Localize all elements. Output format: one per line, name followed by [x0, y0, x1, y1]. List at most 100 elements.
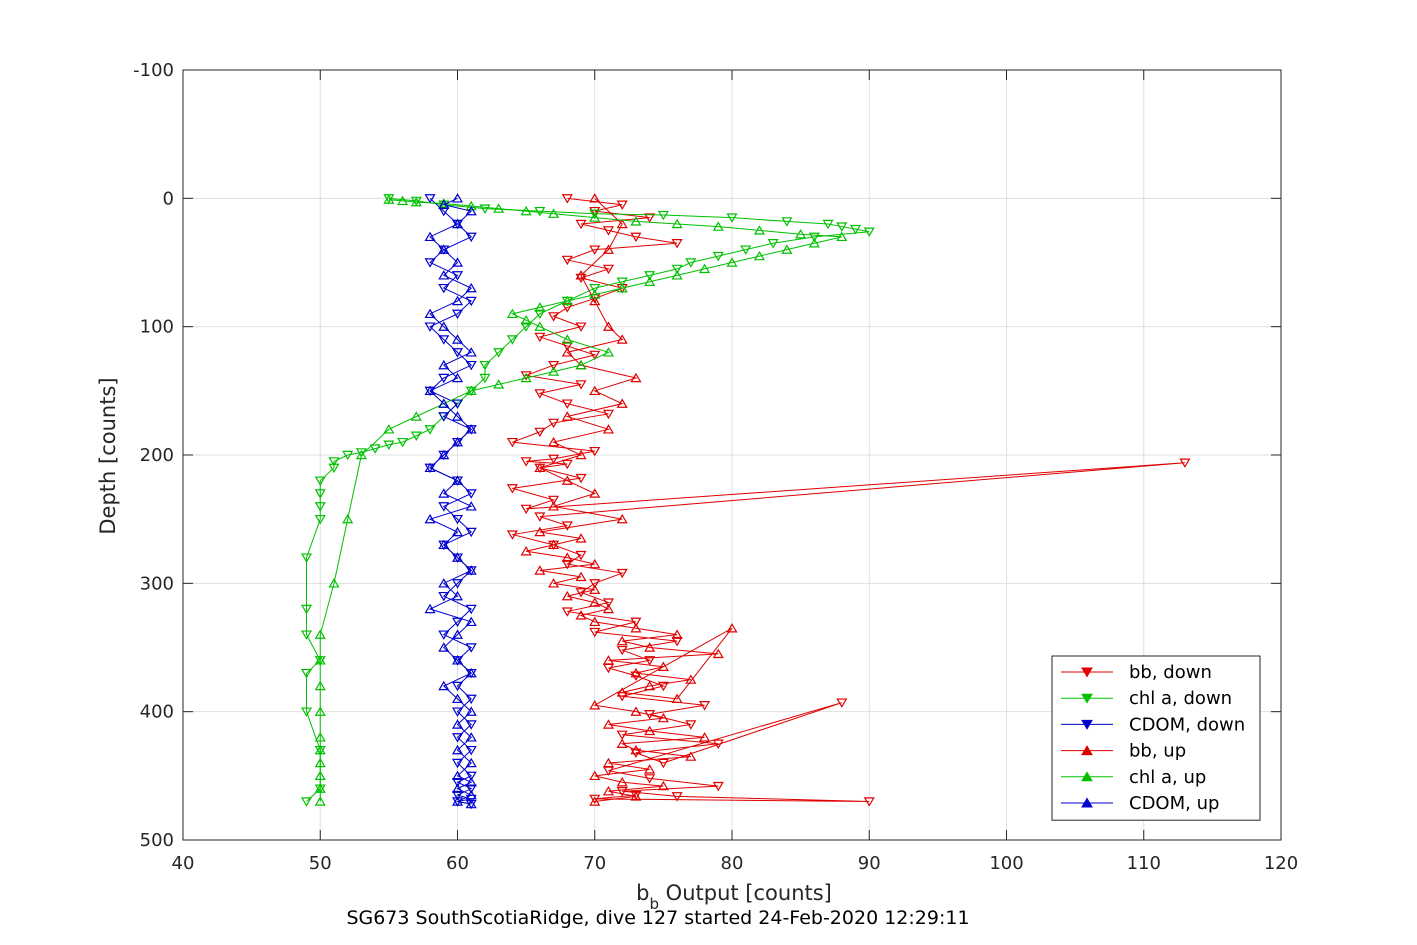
- data-point-triangle-up: [630, 706, 642, 716]
- data-point-triangle-down: [465, 784, 477, 794]
- data-point-triangle-up: [438, 270, 450, 280]
- data-point-triangle-down: [575, 219, 587, 230]
- x-tick-label: 40: [172, 853, 195, 874]
- data-point-triangle-down: [520, 504, 532, 515]
- data-point-triangle-down: [616, 568, 628, 579]
- data-point-triangle-down: [589, 579, 601, 589]
- data-point-triangle-up: [493, 379, 505, 389]
- data-point-triangle-up: [548, 578, 560, 588]
- data-point-triangle-down: [671, 239, 683, 249]
- data-point-triangle-up: [589, 385, 601, 396]
- data-point-triangle-down: [561, 303, 573, 313]
- legend-marker-triangle-down: [1081, 667, 1093, 678]
- data-point-triangle-up: [534, 565, 546, 575]
- legend-entry: CDOM, up: [1061, 793, 1219, 814]
- data-point-triangle-up: [314, 629, 326, 639]
- data-point-triangle-down: [589, 350, 601, 361]
- data-point-triangle-down: [451, 309, 464, 320]
- legend-marker-triangle-down: [1081, 719, 1093, 730]
- data-point-triangle-up: [589, 295, 601, 306]
- x-tick-label: 90: [858, 853, 881, 874]
- data-point-triangle-down: [616, 277, 628, 287]
- data-point-triangle-up: [602, 655, 615, 665]
- data-point-triangle-down: [575, 273, 587, 284]
- data-point-triangle-up: [438, 359, 450, 370]
- data-point-triangle-down: [589, 206, 601, 217]
- data-point-triangle-down: [657, 758, 669, 769]
- data-point-triangle-down: [534, 332, 546, 343]
- y-tick-label: 400: [140, 702, 174, 723]
- data-point-triangle-up: [616, 635, 628, 646]
- y-tick-label: 500: [140, 830, 174, 851]
- data-point-triangle-down: [300, 553, 313, 563]
- legend-entry: chl a, up: [1061, 767, 1206, 788]
- data-point-triangle-up: [424, 385, 436, 396]
- data-point-triangle-up: [534, 321, 546, 331]
- data-point-triangle-up: [644, 276, 656, 286]
- data-point-triangle-down: [548, 454, 560, 465]
- data-point-triangle-down: [424, 194, 436, 204]
- series-line: [526, 197, 733, 802]
- data-point-triangle-down: [657, 681, 669, 692]
- data-point-triangle-down: [644, 213, 656, 223]
- data-point-triangle-up: [465, 200, 477, 211]
- data-point-triangle-up: [451, 526, 464, 537]
- data-point-triangle-up: [753, 250, 765, 261]
- data-point-triangle-up: [465, 347, 477, 357]
- data-point-triangle-down: [726, 213, 738, 223]
- data-point-triangle-up: [575, 533, 587, 543]
- data-point-triangle-down: [451, 617, 464, 628]
- data-point-triangle-up: [451, 770, 464, 781]
- data-point-triangle-up: [438, 539, 450, 550]
- data-point-triangle-up: [465, 706, 477, 716]
- data-point-triangle-up: [451, 436, 464, 447]
- data-point-triangle-up: [561, 475, 573, 485]
- data-point-triangle-down: [671, 264, 683, 275]
- data-point-triangle-down: [575, 380, 587, 390]
- data-point-triangle-up: [602, 424, 615, 434]
- data-point-triangle-down: [589, 283, 601, 294]
- data-point-triangle-down: [506, 437, 518, 448]
- data-point-triangle-down: [438, 502, 450, 512]
- data-point-triangle-down: [479, 373, 491, 384]
- legend-entry: bb, up: [1061, 741, 1186, 762]
- data-point-triangle-up: [616, 687, 628, 697]
- data-point-triangle-up: [465, 616, 477, 627]
- data-point-triangle-down: [561, 255, 573, 266]
- data-point-triangle-up: [424, 513, 436, 524]
- data-point-triangle-up: [575, 610, 587, 620]
- data-point-triangle-down: [863, 797, 875, 807]
- data-point-triangle-up: [657, 780, 669, 791]
- legend-marker-triangle-up: [1081, 745, 1093, 756]
- data-point-triangle-up: [602, 757, 615, 768]
- data-point-triangle-up: [616, 334, 628, 344]
- axes: [182, 69, 1282, 841]
- data-point-triangle-down: [493, 348, 505, 358]
- data-point-triangle-up: [465, 667, 477, 678]
- data-point-triangle-down: [561, 194, 573, 204]
- data-point-triangle-down: [465, 720, 477, 730]
- data-point-triangle-down: [465, 296, 477, 307]
- series-line: [428, 197, 473, 805]
- data-point-triangle-down: [575, 550, 587, 561]
- data-point-triangle-down: [300, 707, 313, 717]
- data-point-triangle-up: [355, 449, 367, 460]
- data-point-triangle-up: [451, 552, 464, 562]
- data-point-triangle-down: [561, 459, 573, 470]
- data-point-triangle-down: [630, 617, 642, 628]
- data-point-triangle-down: [808, 232, 820, 243]
- data-point-triangle-up: [451, 218, 464, 229]
- legend-box: [1051, 655, 1261, 821]
- data-point-triangle-up: [534, 302, 546, 312]
- data-point-triangle-up: [451, 475, 464, 485]
- data-point-triangle-up: [561, 334, 573, 344]
- data-point-triangle-down: [849, 224, 862, 235]
- data-point-triangle-up: [424, 308, 436, 319]
- data-point-triangle-up: [657, 712, 669, 723]
- data-point-triangle-up: [548, 539, 560, 550]
- data-point-triangle-down: [602, 264, 615, 275]
- data-point-triangle-up: [410, 196, 422, 207]
- data-point-triangle-down: [383, 440, 395, 450]
- data-point-triangle-down: [314, 502, 326, 512]
- series-line: [306, 197, 870, 802]
